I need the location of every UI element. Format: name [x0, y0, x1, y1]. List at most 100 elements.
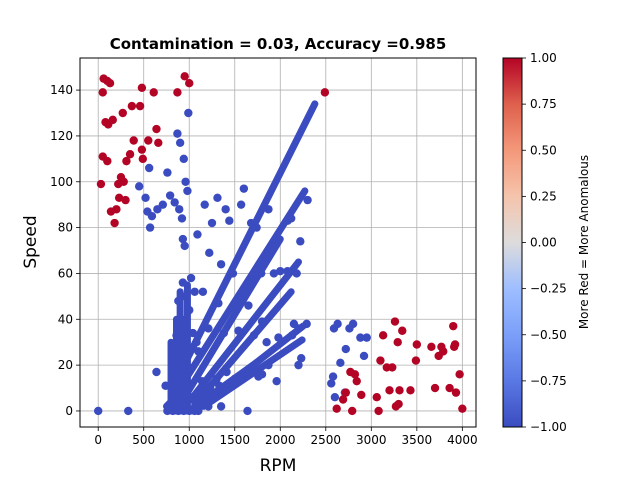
- data-point: [213, 193, 222, 203]
- data-point: [336, 358, 345, 368]
- data-point: [144, 136, 153, 145]
- data-point: [348, 319, 358, 329]
- data-point: [455, 370, 464, 379]
- data-point: [163, 168, 172, 177]
- data-point: [264, 360, 273, 370]
- data-point: [152, 367, 161, 377]
- data-point: [439, 347, 448, 356]
- data-point: [398, 326, 407, 335]
- data-point: [283, 266, 292, 276]
- data-point: [328, 372, 338, 381]
- data-point: [186, 273, 196, 283]
- x-tick-label: 3500: [402, 433, 433, 447]
- data-point: [249, 331, 259, 340]
- y-axis-label: Speed: [21, 215, 41, 268]
- x-axis-label: RPM: [260, 456, 297, 476]
- data-point: [173, 129, 182, 138]
- data-point: [244, 278, 253, 287]
- data-point: [215, 381, 224, 390]
- data-point: [200, 200, 209, 209]
- data-point: [388, 363, 397, 372]
- data-point: [395, 386, 404, 395]
- data-point: [94, 406, 103, 416]
- data-point: [372, 393, 381, 402]
- data-point: [327, 379, 336, 388]
- y-tick-label: 40: [58, 312, 73, 326]
- data-point: [129, 136, 138, 145]
- x-tick-label: 4000: [447, 433, 478, 447]
- y-axis-ticks: 0 20 40 60 80 100 120 140: [50, 83, 80, 418]
- data-point: [204, 402, 213, 411]
- data-point: [385, 386, 394, 395]
- data-point: [234, 326, 243, 335]
- data-point: [197, 376, 207, 386]
- data-point: [445, 383, 454, 393]
- y-tick-label: 140: [50, 83, 73, 97]
- x-axis-ticks: 0 500 1000 1500 2000 2500 3000 3500 4000: [94, 427, 478, 447]
- data-point: [174, 296, 183, 306]
- data-point: [292, 269, 301, 278]
- chart-title: Contamination = 0.03, Accuracy =0.985: [110, 35, 447, 53]
- data-point: [135, 101, 145, 111]
- data-point: [303, 195, 312, 205]
- data-point: [296, 237, 305, 246]
- data-point: [243, 406, 252, 416]
- data-point: [274, 333, 283, 342]
- dense-point-band: [183, 235, 284, 397]
- y-tick-label: 0: [65, 404, 73, 418]
- x-tick-label: 500: [132, 433, 155, 447]
- data-point: [214, 299, 223, 308]
- data-point: [122, 156, 131, 166]
- data-point: [121, 195, 130, 205]
- data-point: [406, 386, 415, 395]
- data-point: [112, 205, 121, 214]
- data-point: [105, 79, 115, 88]
- colorbar-tick-label: −0.50: [530, 328, 567, 342]
- data-point: [152, 124, 161, 134]
- plot-frame: [79, 57, 477, 428]
- data-point: [338, 395, 348, 404]
- data-point: [174, 337, 183, 347]
- dense-point-band: [174, 100, 319, 381]
- data-point: [180, 356, 189, 365]
- data-point: [411, 356, 421, 365]
- data-point: [257, 317, 267, 326]
- data-point: [195, 402, 205, 411]
- data-point: [170, 360, 179, 370]
- data-point: [302, 319, 311, 329]
- data-point: [175, 315, 185, 324]
- data-point: [269, 269, 279, 278]
- data-point: [145, 223, 155, 232]
- data-point: [287, 214, 296, 223]
- data-point: [219, 328, 229, 338]
- data-point: [451, 388, 461, 397]
- data-point: [125, 150, 135, 159]
- colorbar-tick-label: −0.75: [530, 374, 567, 388]
- data-point: [147, 211, 157, 221]
- data-point: [297, 354, 306, 363]
- data-point: [212, 374, 221, 384]
- data-point: [294, 360, 303, 370]
- data-point: [180, 397, 189, 406]
- data-point: [204, 324, 213, 333]
- data-point: [376, 356, 385, 365]
- data-point: [96, 179, 106, 189]
- data-point: [216, 260, 226, 269]
- data-point: [362, 333, 371, 342]
- data-point: [225, 216, 234, 225]
- data-point: [221, 205, 230, 214]
- data-point: [276, 266, 285, 276]
- colorbar-tick-label: −1.00: [530, 420, 567, 434]
- data-point: [194, 347, 203, 356]
- data-point: [347, 406, 357, 416]
- colorbar-label: More Red = More Anomalous: [577, 155, 591, 329]
- data-points: [94, 72, 467, 416]
- data-point: [228, 269, 238, 278]
- data-point: [138, 154, 148, 164]
- data-point: [333, 319, 342, 329]
- data-point: [141, 193, 150, 203]
- data-point: [294, 324, 303, 333]
- data-point: [170, 198, 179, 207]
- data-point: [144, 163, 154, 173]
- data-point: [124, 406, 133, 416]
